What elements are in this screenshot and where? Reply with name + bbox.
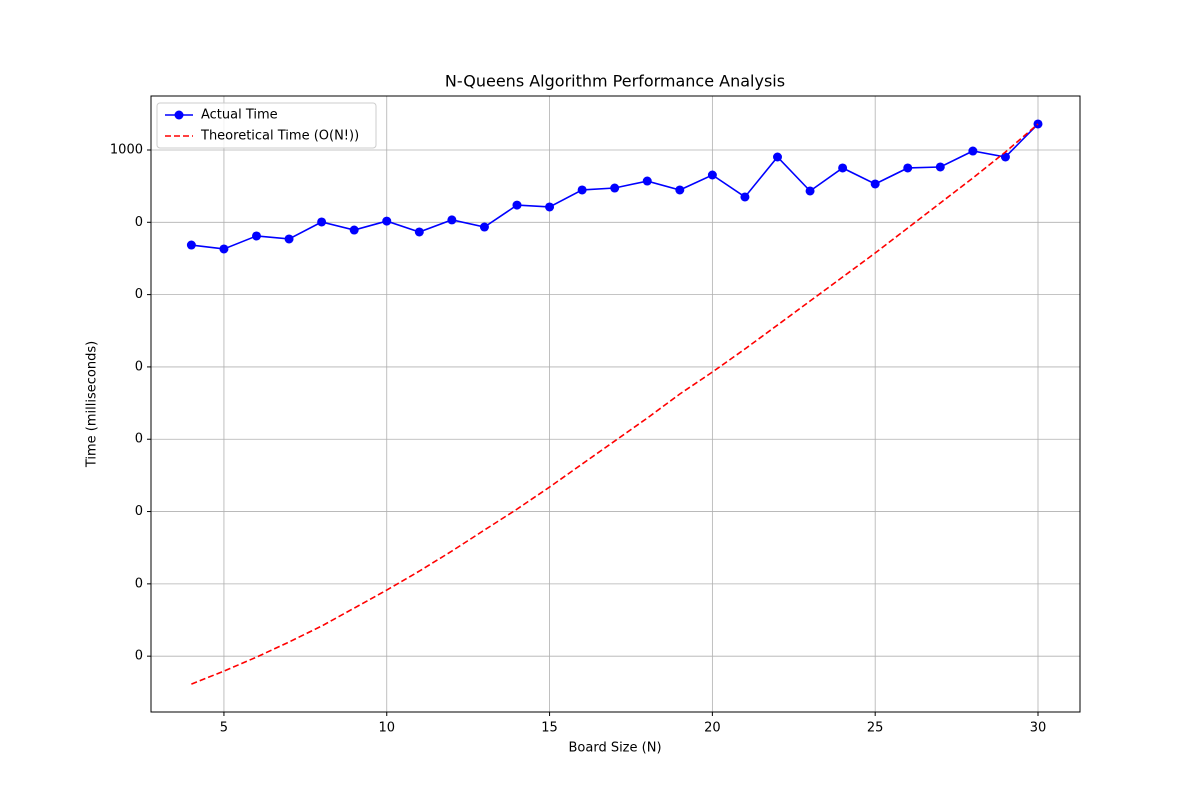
data-point <box>805 186 815 196</box>
y-tick-label: 0 <box>135 576 143 591</box>
chart-title: N-Queens Algorithm Performance Analysis <box>445 72 785 91</box>
y-tick-label: 0 <box>135 215 143 230</box>
data-point <box>219 244 229 254</box>
data-point <box>610 183 620 193</box>
data-point <box>349 225 359 235</box>
y-tick-label: 0 <box>135 649 143 664</box>
data-point <box>707 170 717 180</box>
x-axis-label: Board Size (N) <box>568 741 661 756</box>
y-tick-label: 0 <box>135 432 143 447</box>
data-point <box>968 146 978 156</box>
data-point <box>479 222 489 232</box>
x-tick-label: 25 <box>867 721 884 736</box>
x-tick-label: 5 <box>220 721 228 736</box>
plot-frame <box>150 95 1081 713</box>
y-tick-label: 0 <box>135 504 143 519</box>
y-axis-label: Time (milliseconds) <box>85 341 100 468</box>
data-point <box>186 240 196 250</box>
series-line <box>191 123 1039 685</box>
y-tick-label: 0 <box>135 287 143 302</box>
data-point <box>642 176 652 186</box>
data-point <box>675 185 685 195</box>
data-point <box>512 200 522 210</box>
data-point <box>545 202 555 212</box>
legend-box <box>156 102 377 149</box>
data-point <box>447 215 457 225</box>
data-point <box>317 217 327 227</box>
data-point <box>414 227 424 237</box>
data-point <box>382 216 392 226</box>
data-point <box>772 152 782 162</box>
data-point <box>284 234 294 244</box>
legend-label: Actual Time <box>201 108 278 123</box>
data-point <box>903 163 913 173</box>
x-tick-label: 20 <box>704 721 721 736</box>
x-tick-label: 15 <box>541 721 558 736</box>
data-point <box>740 192 750 202</box>
y-tick-label: 0 <box>135 359 143 374</box>
x-tick-label: 10 <box>378 721 395 736</box>
data-point <box>577 185 587 195</box>
data-point <box>870 179 880 189</box>
data-point <box>935 162 945 172</box>
data-point <box>838 163 848 173</box>
y-tick-label: 1000 <box>110 142 143 157</box>
legend-marker <box>174 110 184 120</box>
data-point <box>252 231 262 241</box>
x-tick-label: 30 <box>1030 721 1047 736</box>
legend-label: Theoretical Time (O(N!)) <box>200 129 359 144</box>
